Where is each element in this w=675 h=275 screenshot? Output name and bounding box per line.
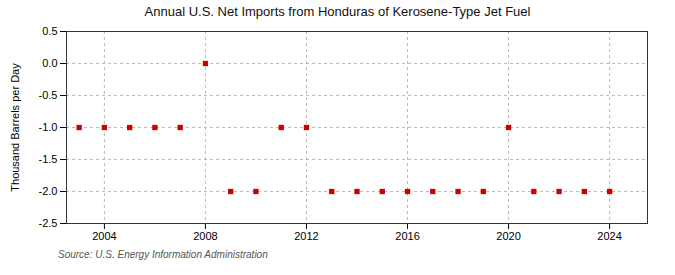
svg-text:-1.0: -1.0 xyxy=(39,121,58,133)
svg-text:-2.0: -2.0 xyxy=(39,185,58,197)
svg-text:2004: 2004 xyxy=(92,230,116,242)
svg-text:-2.5: -2.5 xyxy=(39,217,58,229)
svg-text:Thousand Barrels per Day: Thousand Barrels per Day xyxy=(9,63,21,192)
svg-text:2016: 2016 xyxy=(395,230,419,242)
svg-text:2020: 2020 xyxy=(496,230,520,242)
html-text:Annual U.S. Net Imports from H: Annual U.S. Net Imports from Honduras of… xyxy=(144,4,531,19)
svg-text:-1.5: -1.5 xyxy=(39,153,58,165)
html-text:Source: U.S. Energy Informatio: Source: U.S. Energy Information Administ… xyxy=(58,249,268,260)
svg-text:0.0: 0.0 xyxy=(42,57,57,69)
svg-text:2008: 2008 xyxy=(193,230,217,242)
svg-text:0.5: 0.5 xyxy=(42,25,57,37)
svg-text:-0.5: -0.5 xyxy=(39,89,58,101)
svg-text:2024: 2024 xyxy=(597,230,621,242)
svg-text:2012: 2012 xyxy=(294,230,318,242)
